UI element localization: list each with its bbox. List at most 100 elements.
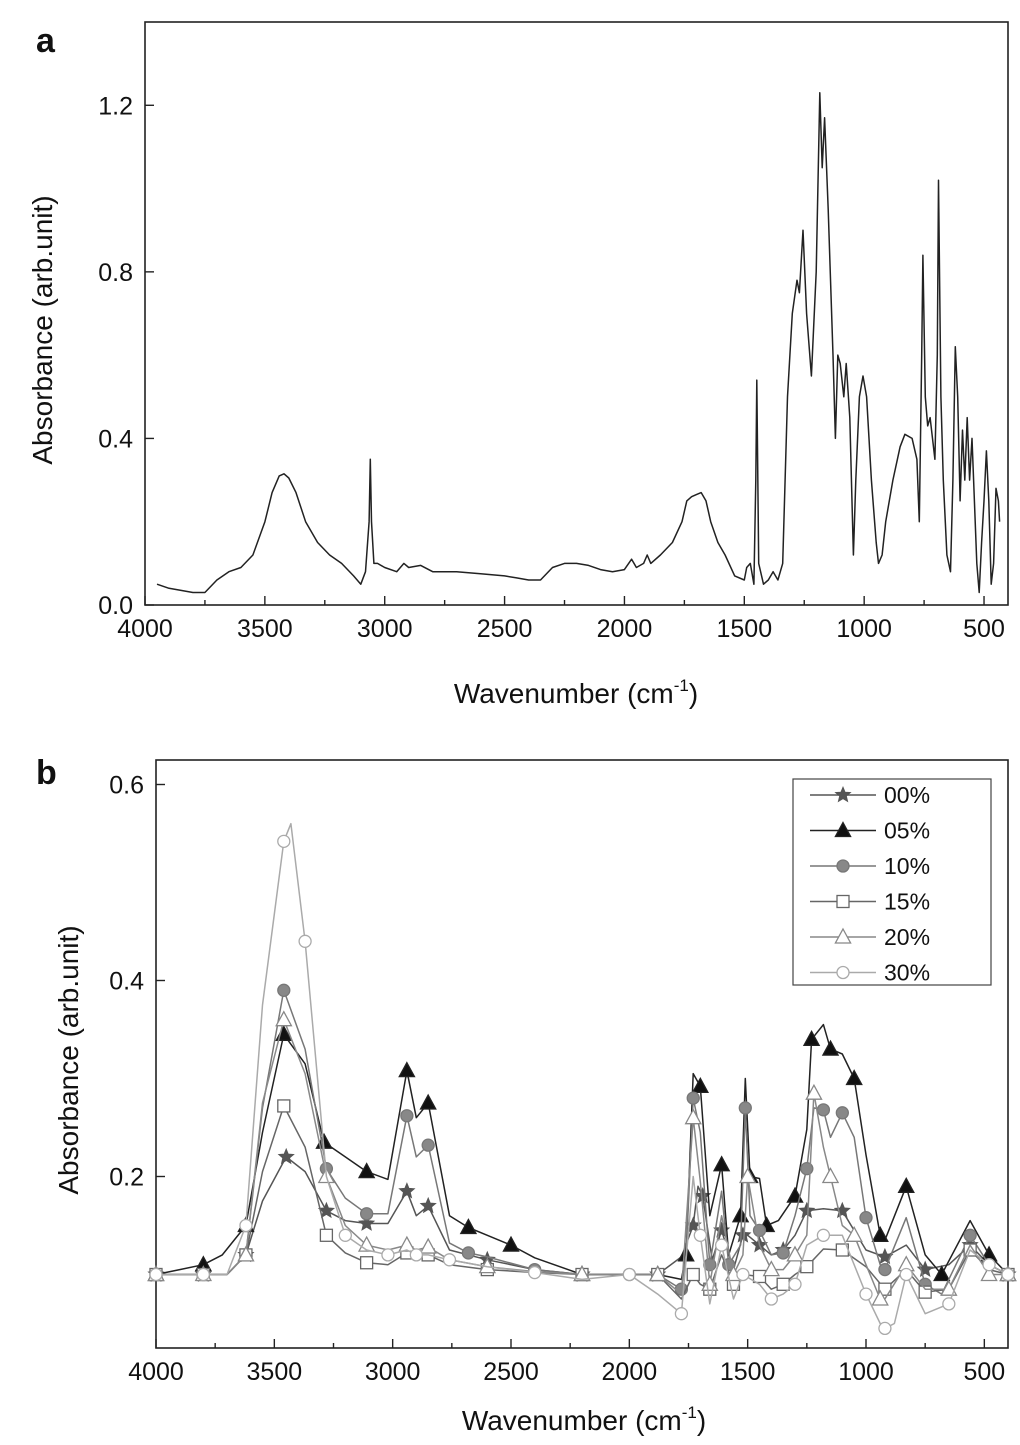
legend-marker — [836, 894, 850, 909]
legend-marker — [836, 965, 850, 980]
data-point — [686, 1091, 700, 1105]
legend-marker — [834, 927, 852, 944]
data-point — [149, 1267, 163, 1282]
data-point — [277, 1147, 295, 1165]
data-point — [859, 1287, 873, 1301]
data-point — [942, 1297, 956, 1311]
panel-b-series — [147, 822, 1017, 1336]
data-point — [980, 1265, 998, 1282]
legend-label: 20% — [884, 924, 930, 950]
data-point — [821, 1167, 840, 1184]
x-tick-label: 2500 — [483, 1358, 539, 1386]
data-point — [786, 1245, 804, 1262]
data-point — [816, 1228, 831, 1242]
y-tick-label: 0.8 — [98, 259, 133, 287]
panel-b-x-axis-title: Wavenumber (cm-1) — [462, 1403, 706, 1436]
y-tick-label: 0.6 — [109, 772, 144, 800]
data-point — [805, 1083, 823, 1100]
data-point — [899, 1267, 913, 1282]
legend-label: 15% — [884, 889, 930, 915]
panel-b-y-axis-title: Absorbance (arb.unit) — [53, 925, 84, 1194]
data-point — [239, 1218, 253, 1233]
data-point — [277, 834, 291, 848]
data-point — [573, 1265, 591, 1282]
y-tick-label: 0.4 — [98, 425, 133, 453]
data-point — [277, 1099, 291, 1113]
data-point — [878, 1321, 892, 1336]
data-point — [359, 1256, 374, 1270]
data-point — [419, 1196, 437, 1214]
data-point — [714, 1238, 729, 1252]
data-point — [764, 1292, 778, 1306]
data-point — [528, 1265, 542, 1280]
data-point — [277, 983, 291, 997]
panel-b-y-axis: 0.2 0.4 0.6 — [109, 772, 165, 1192]
data-point — [275, 1010, 293, 1027]
data-point — [736, 1267, 750, 1282]
data-point — [622, 1267, 636, 1282]
x-tick-label: 2000 — [602, 1358, 658, 1386]
data-point — [398, 1061, 416, 1078]
data-point — [776, 1246, 790, 1260]
data-point — [731, 1206, 750, 1223]
panel-b-legend: 00% 05% 10% 15% 20% 30% — [792, 778, 992, 986]
x-tick-label: 3000 — [365, 1358, 421, 1386]
data-point — [674, 1307, 689, 1321]
data-point — [442, 1253, 457, 1267]
data-point — [845, 1225, 863, 1242]
data-point — [802, 1029, 821, 1046]
data-point — [649, 1265, 667, 1282]
data-point — [871, 1289, 889, 1306]
data-point — [798, 1201, 816, 1219]
data-point — [1001, 1267, 1015, 1282]
panel-b-label: b — [36, 754, 57, 792]
legend-marker — [834, 785, 852, 803]
x-tick-label: 500 — [963, 615, 1005, 643]
legend-label: 05% — [884, 818, 930, 844]
data-point — [835, 1106, 849, 1120]
x-tick-label: 500 — [963, 1358, 1005, 1386]
data-point — [317, 1201, 335, 1219]
data-point — [712, 1155, 731, 1172]
data-point — [752, 1223, 767, 1238]
data-point — [982, 1258, 996, 1272]
data-point — [398, 1235, 416, 1252]
data-point — [734, 1226, 752, 1243]
data-point — [419, 1237, 437, 1254]
data-point — [940, 1279, 958, 1296]
y-tick-label: 0.4 — [109, 968, 144, 996]
panel-b-x-axis: 4000 3500 3000 2500 2000 1500 1000 500 — [128, 1339, 1005, 1386]
y-tick-label: 0.2 — [109, 1164, 144, 1192]
x-tick-label: 4000 — [128, 1358, 184, 1386]
data-point — [762, 1260, 781, 1277]
x-tick-label: 1500 — [716, 615, 772, 643]
panel-a-series — [156, 92, 1001, 594]
data-point — [963, 1228, 977, 1242]
data-point — [693, 1228, 707, 1242]
data-point — [502, 1235, 520, 1252]
x-tick-label: 1000 — [838, 1358, 894, 1386]
series-line-10pct — [156, 989, 1009, 1295]
panel-a-chart: a 4000 3500 3000 2500 2000 1500 1000 500 0.0 0.4… — [27, 21, 1009, 709]
data-point — [357, 1162, 376, 1179]
data-point — [319, 1228, 334, 1242]
data-point — [691, 1076, 710, 1093]
y-tick-label: 0.0 — [98, 592, 133, 620]
y-tick-label: 1.2 — [98, 92, 133, 120]
x-tick-label: 3500 — [247, 1358, 303, 1386]
data-point — [859, 1211, 873, 1225]
series-line — [156, 92, 1001, 594]
data-point — [400, 1109, 414, 1123]
data-point — [933, 1265, 951, 1282]
data-point — [738, 1167, 757, 1184]
data-point — [421, 1138, 435, 1152]
legend-marker — [834, 821, 852, 838]
data-point — [359, 1207, 374, 1221]
series-line-15pct — [156, 1105, 1009, 1300]
x-tick-label: 3000 — [357, 615, 413, 643]
data-point — [196, 1267, 210, 1282]
data-point — [752, 1269, 767, 1284]
panel-b-chart: b 4000 3500 3000 2500 2000 1500 1000 500 0.2 0.4… — [36, 754, 1017, 1436]
panel-a-x-axis: 4000 3500 3000 2500 2000 1500 1000 500 — [117, 596, 1005, 643]
